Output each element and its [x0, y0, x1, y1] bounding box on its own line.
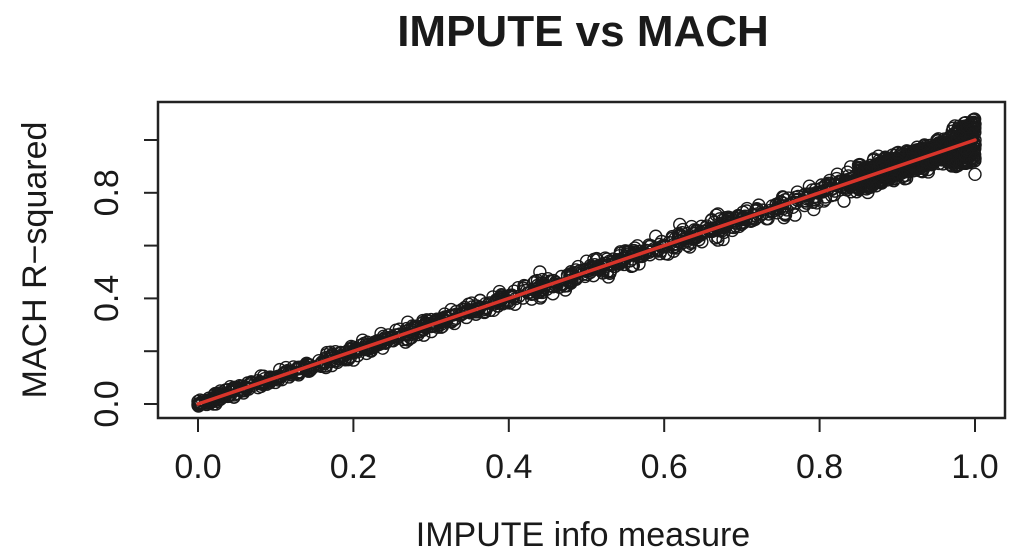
data-point — [750, 207, 765, 221]
cloud-point — [579, 254, 594, 268]
data-point — [401, 315, 415, 329]
cloud-point — [525, 292, 539, 306]
data-point — [595, 260, 609, 274]
cloud-point — [914, 147, 928, 162]
data-point — [921, 141, 936, 155]
data-point — [812, 186, 827, 200]
data-point — [859, 170, 873, 184]
y-tick-label: 0.8 — [88, 169, 126, 216]
data-point — [968, 151, 982, 166]
y-tick-label: 0.0 — [88, 380, 126, 427]
data-point — [214, 389, 229, 403]
data-point — [937, 135, 951, 150]
data-point — [463, 304, 477, 319]
data-point — [315, 355, 330, 369]
x-axis-label: IMPUTE info measure — [416, 516, 750, 554]
x-tick-label: 0.0 — [174, 448, 221, 486]
cloud-point — [790, 193, 805, 207]
y-axis-label: MACH R−squared — [16, 122, 54, 399]
cloud-point — [925, 156, 939, 170]
cloud-point — [398, 335, 413, 349]
x-axis: 0.0 0.2 0.4 0.6 0.8 1.0 — [174, 417, 999, 486]
data-point — [968, 167, 982, 182]
data-point — [704, 223, 718, 237]
data-point — [952, 128, 967, 142]
cloud-point — [950, 130, 964, 144]
plot-area — [156, 100, 1007, 420]
data-point — [968, 117, 982, 131]
cloud-point — [837, 194, 851, 208]
data-point — [735, 212, 749, 226]
x-tick-label: 1.0 — [951, 448, 998, 486]
data-point — [269, 370, 283, 385]
data-point — [253, 376, 267, 390]
cloud-point — [533, 291, 547, 305]
chart-title: IMPUTE vs MACH — [397, 7, 769, 56]
x-tick-label: 0.8 — [796, 448, 843, 486]
x-tick-label: 0.2 — [330, 448, 377, 486]
x-tick-label: 0.4 — [485, 448, 532, 486]
data-point — [548, 275, 563, 290]
data-point — [346, 344, 361, 358]
x-tick-label: 0.6 — [641, 448, 688, 486]
data-point — [533, 265, 547, 279]
y-axis: 0.0 0.4 0.8 — [88, 139, 159, 428]
cloud-point — [207, 387, 222, 401]
data-point — [968, 133, 982, 147]
cloud-point — [740, 201, 754, 216]
y-tick-label: 0.4 — [88, 275, 126, 322]
data-point — [960, 120, 974, 134]
data-point — [618, 244, 633, 258]
data-point — [673, 217, 687, 232]
cloud-point — [641, 244, 655, 258]
fit-line-layer — [196, 138, 977, 406]
data-point — [657, 238, 671, 253]
fit-line — [196, 138, 977, 406]
cloud-point — [952, 123, 966, 137]
cloud-point — [930, 133, 944, 147]
cloud-point — [891, 145, 905, 160]
cloud-point — [896, 169, 911, 184]
